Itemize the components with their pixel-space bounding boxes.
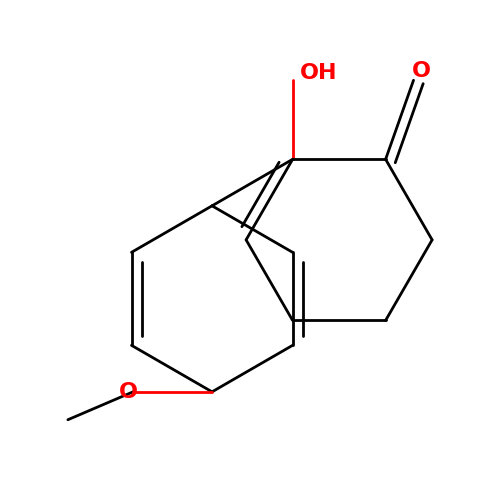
Text: O: O bbox=[412, 61, 430, 81]
Text: OH: OH bbox=[300, 63, 338, 83]
Text: O: O bbox=[119, 382, 138, 402]
